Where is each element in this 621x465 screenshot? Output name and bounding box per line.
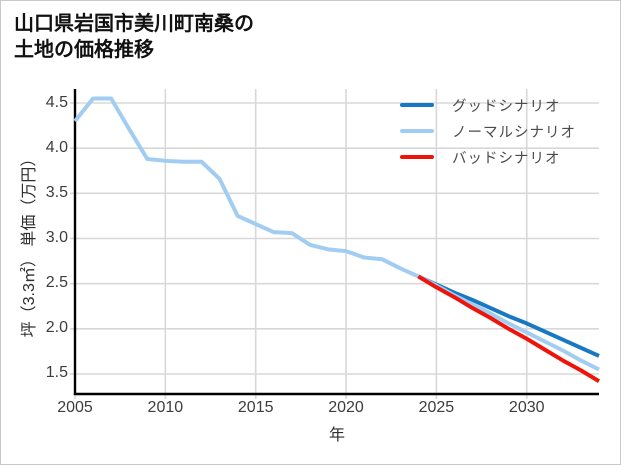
x-tick-label: 2005 (57, 399, 93, 416)
series-line-ノーマルシナリオ (73, 96, 600, 372)
series-line-バッドシナリオ (417, 274, 601, 383)
y-tick-label: 4.0 (45, 138, 68, 156)
x-tick-label: 2020 (328, 399, 364, 416)
bad-scenario-line-swatch-icon (400, 154, 434, 160)
y-axis-label: 坪（3.3㎡） 単価（万円） (21, 150, 38, 338)
y-tick-label: 2.0 (45, 319, 68, 337)
legend-label: ノーマルシナリオ (452, 124, 576, 141)
legend-item-good-scenario: グッドシナリオ (400, 92, 576, 118)
y-tick-label: 1.5 (45, 364, 68, 382)
good-scenario-line-swatch-icon (400, 102, 434, 108)
x-tick-label: 2010 (147, 399, 184, 416)
y-tick-label: 3.0 (45, 228, 68, 246)
y-tick-label: 2.5 (45, 274, 68, 292)
x-tick-label: 2015 (237, 399, 274, 416)
x-tick-label: 2025 (418, 399, 455, 416)
x-axis-label: 年 (328, 427, 345, 444)
x-tick-label: 2030 (508, 399, 545, 416)
y-tick-label: 4.5 (45, 93, 68, 111)
legend-label: バッドシナリオ (452, 150, 561, 167)
legend: グッドシナリオ ノーマルシナリオ バッドシナリオ (400, 92, 576, 170)
legend-item-normal-scenario: ノーマルシナリオ (400, 118, 576, 144)
y-tick-label: 3.5 (45, 183, 68, 201)
page-title: 山口県岩国市美川町南桑の 土地の価格推移 (14, 13, 254, 61)
legend-label: グッドシナリオ (452, 98, 561, 115)
legend-item-bad-scenario: バッドシナリオ (400, 144, 576, 170)
normal-scenario-line-swatch-icon (400, 128, 434, 134)
